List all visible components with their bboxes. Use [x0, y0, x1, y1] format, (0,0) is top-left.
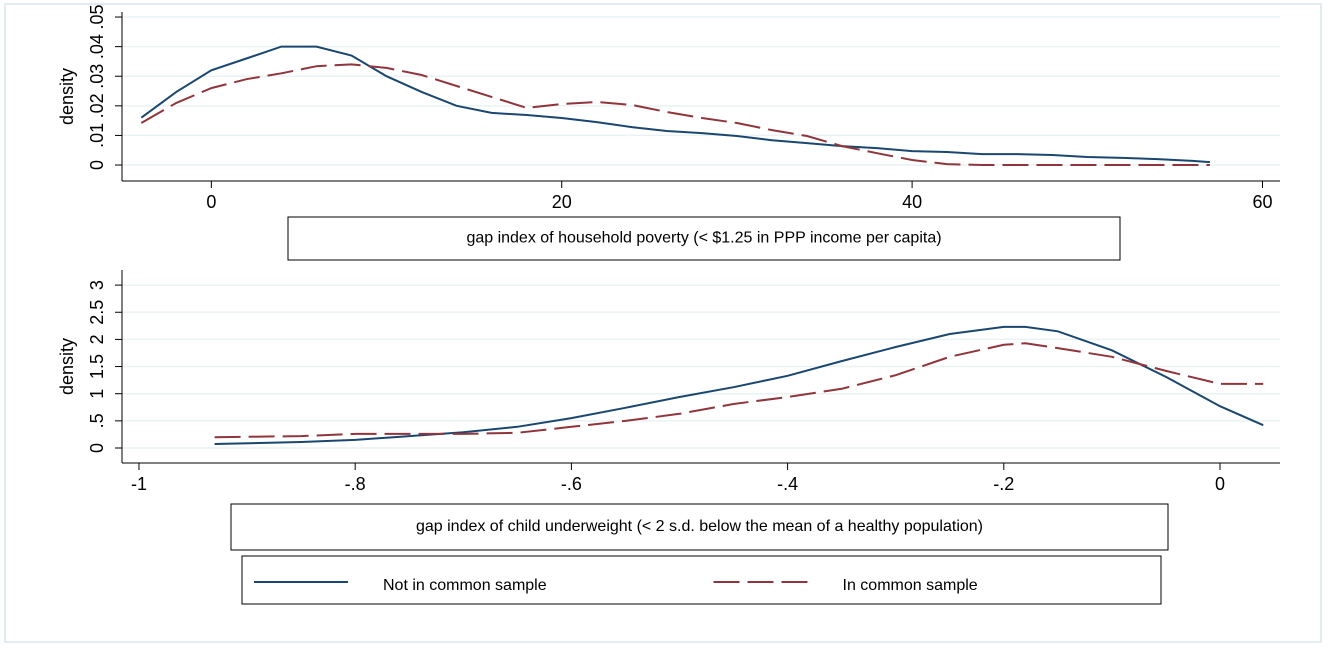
y-tick-label: 3	[87, 280, 107, 290]
x-tick-label: 20	[552, 192, 572, 212]
y-tick-label: .5	[87, 413, 107, 428]
legend-label: Not in common sample	[383, 577, 547, 594]
x-tick-label: 40	[902, 192, 922, 212]
x-tick-label: -1	[131, 474, 147, 494]
y-axis-label: density	[57, 338, 77, 395]
y-axis-label: density	[57, 68, 77, 125]
x-tick-label: 0	[206, 192, 216, 212]
y-tick-label: 1.5	[87, 354, 107, 379]
x-label-box	[230, 503, 1169, 551]
y-tick-label: .05	[87, 5, 107, 30]
legend-label: In common sample	[843, 577, 978, 594]
y-tick-label: .01	[87, 123, 107, 148]
x-tick-label: 0	[1215, 474, 1225, 494]
x-tick-label: -.2	[993, 474, 1014, 494]
x-axis-label: gap index of household poverty (< $1.25 …	[466, 230, 941, 247]
y-tick-label: 0	[87, 160, 107, 170]
y-tick-label: 1	[87, 389, 107, 399]
x-tick-label: 60	[1252, 192, 1272, 212]
x-tick-label: -.4	[777, 474, 798, 494]
series-line	[214, 342, 1264, 439]
y-tick-label: .03	[87, 64, 107, 89]
y-tick-label: .04	[87, 34, 107, 59]
y-tick-label: 0	[87, 443, 107, 453]
series-line	[140, 63, 1210, 166]
series-line	[140, 45, 1210, 164]
y-tick-label: .02	[87, 93, 107, 118]
y-tick-label: 2.5	[87, 300, 107, 325]
x-tick-label: -.8	[345, 474, 366, 494]
legend-box	[241, 555, 1162, 605]
x-label-box	[287, 216, 1121, 261]
x-tick-label: -.6	[561, 474, 582, 494]
x-axis-label: gap index of child underweight (< 2 s.d.…	[416, 518, 983, 535]
y-tick-label: 2	[87, 334, 107, 344]
